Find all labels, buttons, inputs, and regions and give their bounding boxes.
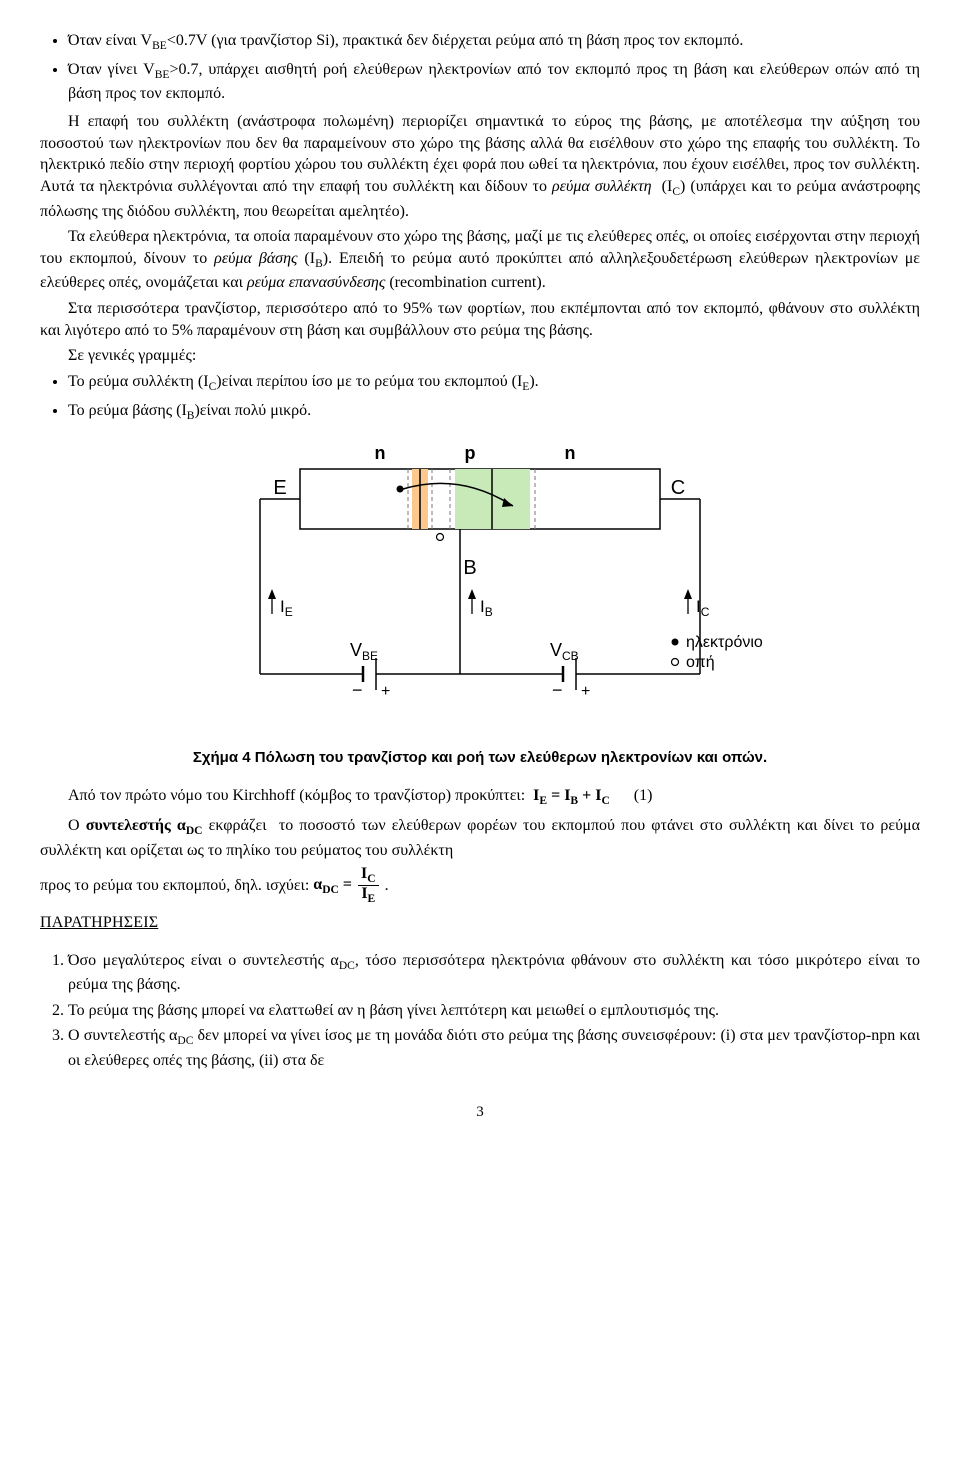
label-n1: n	[375, 443, 386, 463]
top-bullet-list: Όταν είναι VBE<0.7V (για τρανζίστορ Si),…	[40, 30, 920, 105]
label-ie: IE	[280, 597, 293, 619]
minus-sign: −	[352, 680, 363, 700]
bullet-item: Όταν είναι VBE<0.7V (για τρανζίστορ Si),…	[68, 30, 920, 55]
label-emitter: E	[273, 477, 286, 499]
mid-bullet-list: Το ρεύμα συλλέκτη (IC)είναι περίπου ίσο …	[40, 371, 920, 424]
plus-sign: +	[381, 683, 390, 700]
label-n2: n	[565, 443, 576, 463]
transistor-diagram: n p n E C B IE IB IC VBE − + VCB − + ηλε…	[180, 434, 780, 734]
label-vcb: VCB	[550, 640, 579, 663]
alpha-paragraph-2: προς το ρεύμα του εκπομπού, δηλ. ισχύει:…	[40, 866, 920, 906]
label-p: p	[465, 443, 476, 463]
paragraph-1: Η επαφή του συλλέκτη (ανάστροφα πολωμένη…	[40, 111, 920, 222]
label-ic: IC	[696, 597, 710, 619]
bullet-item: Το ρεύμα συλλέκτη (IC)είναι περίπου ίσο …	[68, 371, 920, 396]
label-ib: IB	[480, 597, 493, 619]
bullet-item: Το ρεύμα βάσης (IB)είναι πολύ μικρό.	[68, 400, 920, 425]
observations-list: Όσο μεγαλύτερος είναι ο συντελεστής αDC,…	[40, 950, 920, 1072]
obs-item-1: Όσο μεγαλύτερος είναι ο συντελεστής αDC,…	[68, 950, 920, 996]
paragraph-2: Τα ελεύθερα ηλεκτρόνια, τα οποία παραμέν…	[40, 226, 920, 294]
legend-hole: οπή	[686, 654, 715, 671]
figure-caption: Σχήμα 4 Πόλωση του τρανζίστορ και ροή τω…	[40, 748, 920, 768]
label-collector: C	[671, 477, 685, 499]
plus-sign-2: +	[581, 683, 590, 700]
paragraph-4-lead: Σε γενικές γραμμές:	[40, 345, 920, 367]
figure-4: n p n E C B IE IB IC VBE − + VCB − + ηλε…	[40, 434, 920, 734]
observations-heading: ΠΑΡΑΤΗΡΗΣΕΙΣ	[40, 912, 920, 934]
equation-number: (1)	[634, 787, 653, 804]
label-vbe: VBE	[350, 640, 378, 663]
page-number: 3	[40, 1102, 920, 1122]
alpha-paragraph: Ο συντελεστής αDC εκφράζει το ποσοστό τω…	[40, 815, 920, 861]
kirchhoff-line: Από τον πρώτο νόμο του Kirchhoff (κόμβος…	[40, 785, 920, 810]
paragraph-3: Στα περισσότερα τρανζίστορ, περισσότερο …	[40, 298, 920, 341]
legend-electron: ηλεκτρόνιο	[686, 634, 763, 651]
minus-sign-2: −	[552, 680, 563, 700]
obs-item-3: Ο συντελεστής αDC δεν μπορεί να γίνει ίσ…	[68, 1025, 920, 1071]
label-base: B	[463, 557, 476, 579]
bullet-item: Όταν γίνει VBE>0.7, υπάρχει αισθητή ροή …	[68, 59, 920, 105]
kirchhoff-text: Από τον πρώτο νόμο του Kirchhoff (κόμβος…	[68, 787, 525, 804]
obs-item-2: Το ρεύμα της βάσης μπορεί να ελαττωθεί α…	[68, 1000, 920, 1022]
